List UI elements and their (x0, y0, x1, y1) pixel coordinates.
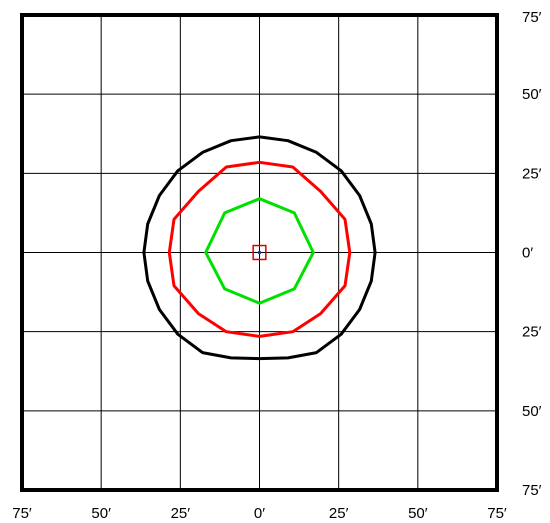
y-tick-label: 25′ (522, 324, 542, 341)
contour-rings (142, 135, 377, 361)
x-tick-label: 50′ (91, 505, 111, 522)
center-marker-box (252, 244, 267, 261)
center-marker (252, 244, 267, 261)
x-tick-label: 50′ (408, 505, 428, 522)
y-tick-label: 50′ (522, 86, 542, 103)
center-marker-dot (257, 250, 262, 255)
y-tick-label: 75′ (522, 9, 542, 26)
plot-frame (20, 13, 499, 492)
contour-ring-2 (167, 160, 352, 338)
x-tick-label: 75′ (12, 505, 32, 522)
x-tick-label: 75′ (487, 505, 507, 522)
y-tick-label: 25′ (522, 165, 542, 182)
y-tick-label: 75′ (522, 482, 542, 499)
x-axis-tick-labels: 75′ 50′ 25′ 0′ 25′ 50′ 75′ (12, 505, 507, 522)
x-tick-label: 0′ (254, 505, 265, 522)
y-axis-tick-labels: 75′ 50′ 25′ 0′ 25′ 50′ 75′ (522, 9, 542, 499)
y-tick-label: 50′ (522, 403, 542, 420)
grid-lines (22, 15, 497, 490)
contour-ring-1 (142, 135, 377, 361)
x-tick-label: 25′ (329, 505, 349, 522)
y-tick-label: 0′ (522, 245, 533, 262)
contour-ring-3 (204, 197, 315, 305)
x-tick-label: 25′ (171, 505, 191, 522)
